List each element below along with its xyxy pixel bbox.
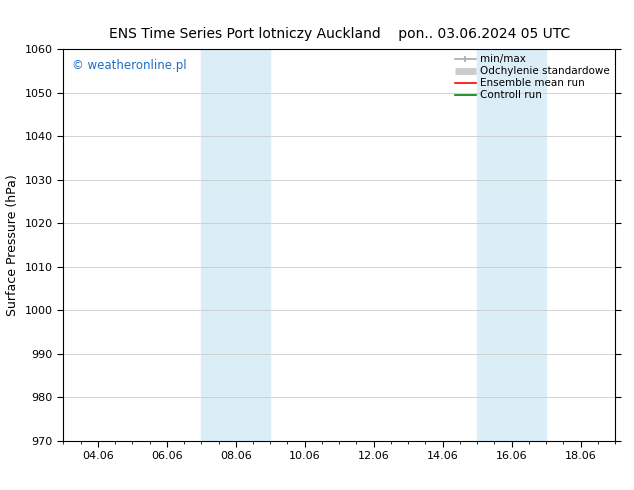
Text: © weatheronline.pl: © weatheronline.pl [72, 59, 186, 72]
Bar [477, 49, 546, 441]
Bar [202, 49, 270, 441]
Legend: min/max, Odchylenie standardowe, Ensemble mean run, Controll run: min/max, Odchylenie standardowe, Ensembl… [453, 52, 612, 102]
Title: ENS Time Series Port lotniczy Auckland    pon.. 03.06.2024 05 UTC: ENS Time Series Port lotniczy Auckland p… [108, 27, 570, 41]
Y-axis label: Surface Pressure (hPa): Surface Pressure (hPa) [6, 174, 19, 316]
